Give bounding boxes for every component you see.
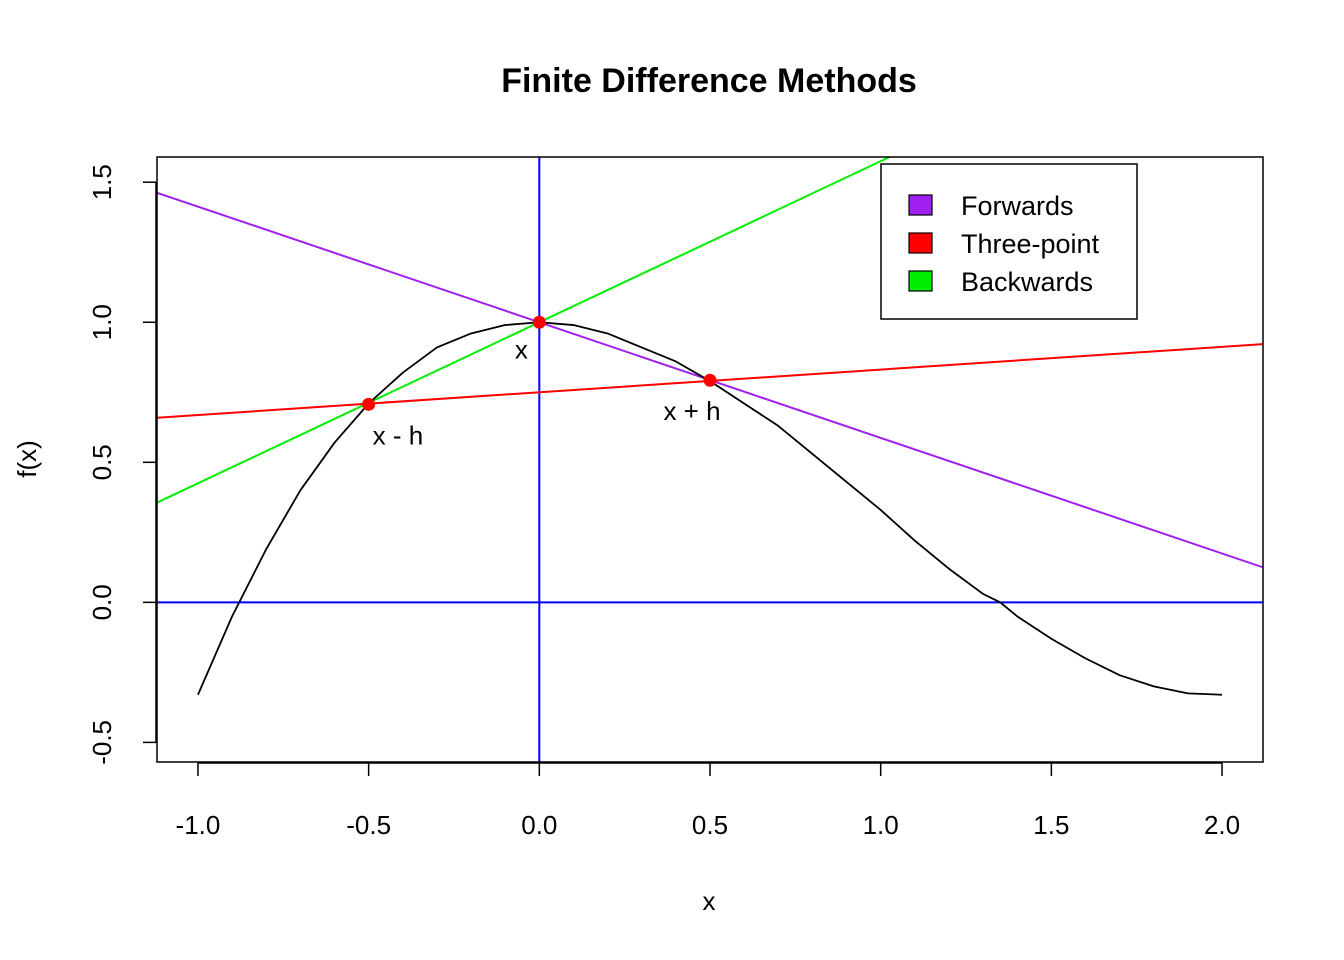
x-tick-label: 1.0: [863, 810, 899, 840]
reference-lines: [157, 157, 1263, 762]
point-x: [532, 315, 546, 329]
point-xminush: [362, 397, 376, 411]
legend-label-forwards: Forwards: [961, 191, 1074, 221]
point-label-x: x: [515, 334, 528, 364]
x-tick-label: 2.0: [1204, 810, 1240, 840]
series-line-backwards: [157, 157, 892, 504]
y-tick-label: -0.5: [87, 720, 117, 765]
function-curve-group: [197, 321, 1223, 696]
legend-swatch-three-point: [908, 232, 933, 254]
point-xplush: [703, 373, 717, 387]
legend-box: [880, 163, 1138, 320]
legend-label-three-point: Three-point: [961, 229, 1100, 259]
legend-swatch-backwards: [908, 270, 933, 292]
y-tick-label: 1.5: [87, 164, 117, 200]
sample-points: x - h x x + h: [362, 315, 721, 450]
x-tick-label: 0.0: [521, 810, 557, 840]
point-label-xplush: x + h: [663, 396, 720, 426]
x-tick-label: -0.5: [346, 810, 391, 840]
x-tick-label: 1.5: [1033, 810, 1069, 840]
chart-title: Finite Difference Methods: [501, 62, 917, 100]
x-axis: -1.0 -0.5 0.0 0.5 1.0 1.5 2.0: [176, 762, 1240, 840]
x-tick-label: 0.5: [692, 810, 728, 840]
function-curve: [197, 321, 1223, 696]
y-tick-label: 0.5: [87, 444, 117, 480]
legend-swatch-forwards: [908, 194, 933, 216]
y-axis-label: f(x): [12, 440, 42, 478]
y-tick-label: 0.0: [87, 584, 117, 620]
x-axis-label: x: [703, 886, 716, 916]
x-tick-label: -1.0: [176, 810, 221, 840]
y-tick-label: 1.0: [87, 304, 117, 340]
point-label-xminush: x - h: [373, 420, 424, 450]
y-axis: -0.5 0.0 0.5 1.0 1.5: [87, 164, 157, 765]
legend-label-backwards: Backwards: [961, 267, 1093, 297]
legend: Forwards Three-point Backwards: [880, 163, 1138, 320]
